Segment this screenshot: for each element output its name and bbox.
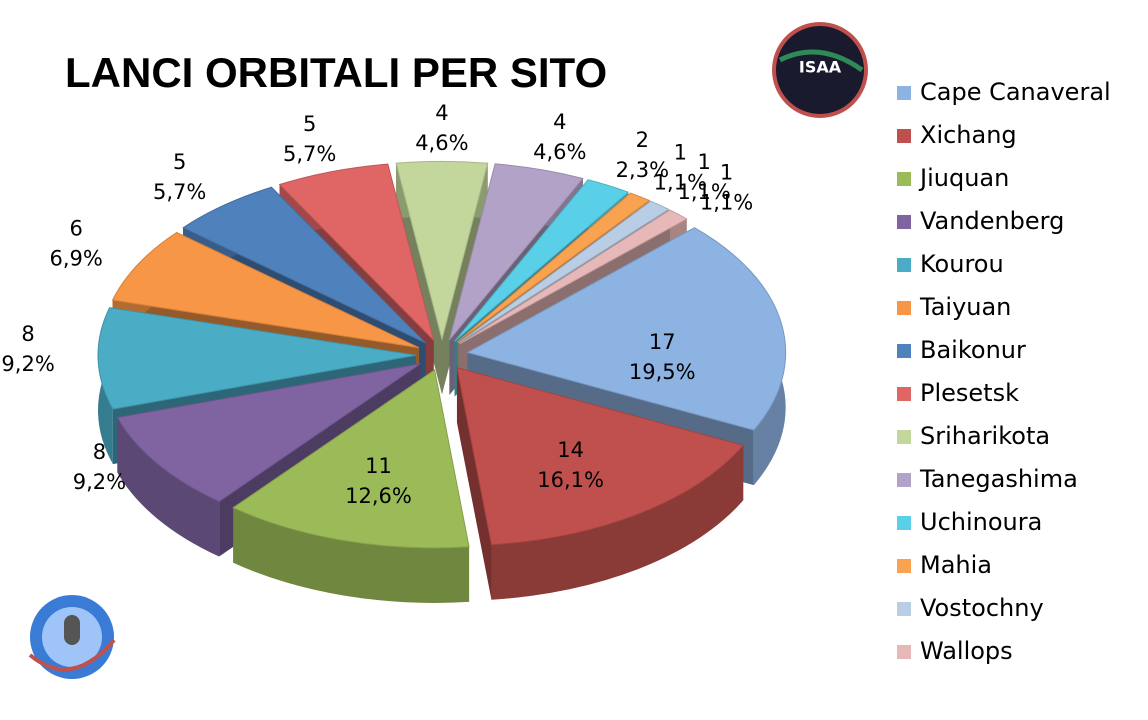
legend-swatch (897, 430, 911, 444)
legend-label: Uchinoura (920, 508, 1042, 536)
slice (278, 163, 435, 342)
legend-label: Wallops (920, 637, 1013, 665)
legend-label: Mahia (920, 551, 992, 579)
legend-swatch (897, 258, 911, 272)
legend-swatch (897, 645, 911, 659)
legend-label: Taiyuan (919, 293, 1011, 321)
legend-label: Baikonur (920, 336, 1026, 364)
data-label: 8 (93, 440, 106, 464)
legend-label: Sriharikota (920, 422, 1050, 450)
percent-label: 2,3% (616, 158, 669, 182)
slice-wall (491, 445, 744, 600)
slice (456, 192, 651, 343)
radio-logo (28, 595, 116, 679)
slice (454, 179, 630, 342)
percent-label: 9,2% (73, 470, 126, 494)
legend-swatch (897, 86, 911, 100)
legend-label: Xichang (920, 121, 1017, 149)
percent-label: 5,7% (283, 142, 336, 166)
legend-swatch (897, 559, 911, 573)
slice (458, 200, 670, 344)
percent-label: 16,1% (537, 468, 604, 492)
logo-text: ISAA (799, 58, 842, 77)
percent-label: 6,9% (50, 246, 103, 270)
legend-swatch (897, 344, 911, 358)
data-label: 17 (649, 330, 676, 354)
data-label: 5 (303, 112, 316, 136)
legend-label: Jiuquan (918, 164, 1009, 192)
legend-label: Cape Canaveral (920, 78, 1111, 106)
slice-wall (117, 417, 220, 557)
data-label: 4 (553, 110, 566, 134)
data-label: 1 (697, 150, 710, 174)
slice (182, 186, 426, 344)
slice (395, 160, 489, 342)
legend-swatch (897, 215, 911, 229)
slice (111, 231, 420, 349)
data-label: 6 (70, 216, 83, 240)
slice (448, 163, 584, 341)
slice-side (456, 367, 492, 600)
legend-label: Vandenberg (920, 207, 1064, 235)
data-label: 2 (636, 128, 649, 152)
percent-label: 1,1% (677, 180, 730, 204)
percent-label: 4,6% (533, 140, 586, 164)
legend-label: Tanegashima (919, 465, 1078, 493)
slice (466, 227, 787, 431)
legend-label: Vostochny (920, 594, 1044, 622)
data-label: 4 (435, 101, 448, 125)
slice (459, 209, 688, 345)
slice (456, 367, 745, 546)
slice-wall (233, 507, 470, 603)
data-label: 5 (173, 150, 186, 174)
legend-swatch (897, 516, 911, 530)
percent-label: 4,6% (415, 131, 468, 155)
percent-label: 1,1% (700, 190, 753, 214)
data-label: 1 (720, 160, 733, 184)
chart-title: LANCI ORBITALI PER SITO (65, 49, 607, 96)
legend-swatch (897, 129, 911, 143)
data-label: 11 (365, 454, 392, 478)
percent-label: 9,2% (1, 352, 54, 376)
percent-label: 12,6% (345, 484, 412, 508)
slice (116, 363, 421, 503)
legend-swatch (897, 301, 911, 315)
slice (97, 307, 417, 410)
legend-swatch (897, 473, 911, 487)
legend-swatch (897, 602, 911, 616)
percent-label: 1,1% (654, 170, 707, 194)
slice (232, 369, 470, 549)
legend-swatch (897, 172, 911, 186)
legend-label: Plesetsk (920, 379, 1019, 407)
data-label: 14 (557, 438, 584, 462)
legend-label: Kourou (920, 250, 1004, 278)
isaa-logo: ISAA (772, 22, 868, 118)
data-label: 1 (674, 140, 687, 164)
data-label: 8 (21, 322, 34, 346)
percent-label: 5,7% (153, 180, 206, 204)
legend-swatch (897, 387, 911, 401)
percent-label: 19,5% (629, 360, 696, 384)
